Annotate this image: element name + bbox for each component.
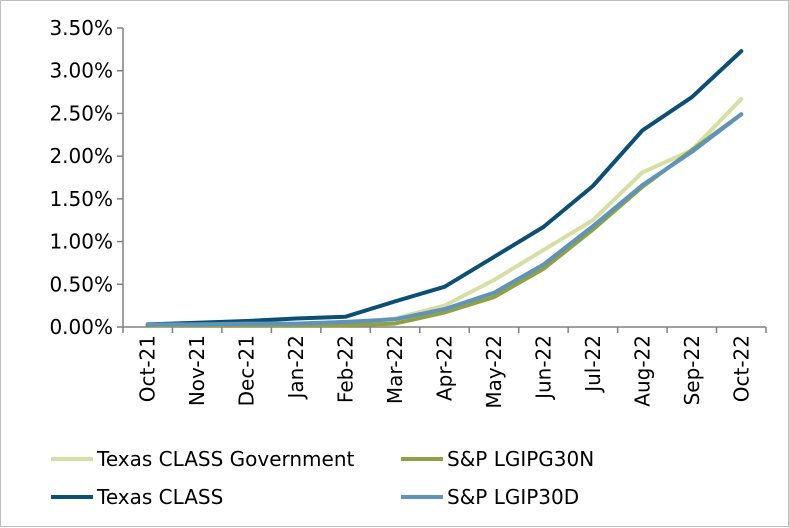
y-tick-label: 2.50% bbox=[49, 101, 113, 125]
series-lines bbox=[145, 49, 744, 328]
legend-label: Texas CLASS bbox=[96, 485, 223, 509]
x-tick-label: Feb-22 bbox=[334, 335, 358, 403]
series-line bbox=[145, 112, 744, 327]
x-tick-label: Apr-22 bbox=[433, 335, 457, 401]
y-tick-label: 3.00% bbox=[49, 59, 113, 83]
series-line bbox=[145, 96, 744, 327]
y-tick-label: 0.50% bbox=[49, 272, 113, 296]
legend-label: S&P LGIPG30N bbox=[447, 447, 594, 471]
x-ticks: Oct-21 Nov-21 Dec-21 Jan-22 Feb-22 Mar-22 Apr-… bbox=[122, 327, 767, 409]
axes bbox=[122, 28, 766, 328]
series-line bbox=[145, 49, 744, 327]
x-tick-label: Aug-22 bbox=[630, 335, 654, 407]
y-ticks: 0.00% 0.50% 1.00% 1.50% 2.00% 2.50% 3.00% 3.50% bbox=[49, 16, 123, 339]
y-tick-label: 0.00% bbox=[49, 315, 113, 339]
x-tick-label: Jul-22 bbox=[581, 335, 605, 394]
x-tick-label: Oct-22 bbox=[729, 335, 753, 402]
y-tick-label: 1.00% bbox=[49, 230, 113, 254]
y-tick-label: 3.50% bbox=[49, 16, 113, 40]
x-tick-label: May-22 bbox=[482, 335, 506, 409]
x-tick-label: Jun-22 bbox=[531, 335, 555, 401]
y-tick-label: 2.00% bbox=[49, 144, 113, 168]
x-tick-label: Nov-21 bbox=[185, 335, 209, 406]
x-tick-label: Mar-22 bbox=[383, 335, 407, 404]
x-tick-label: Dec-21 bbox=[235, 335, 259, 406]
x-tick-label: Sep-22 bbox=[680, 335, 704, 405]
legend: Texas CLASS Government S&P LGIPG30N Texas … bbox=[51, 447, 594, 509]
legend-label: Texas CLASS Government bbox=[96, 447, 355, 471]
x-tick-label: Oct-21 bbox=[136, 335, 160, 402]
x-tick-label: Jan-22 bbox=[284, 335, 308, 401]
legend-label: S&P LGIP30D bbox=[447, 485, 579, 509]
series-line bbox=[145, 112, 744, 328]
y-tick-label: 1.50% bbox=[49, 187, 113, 211]
